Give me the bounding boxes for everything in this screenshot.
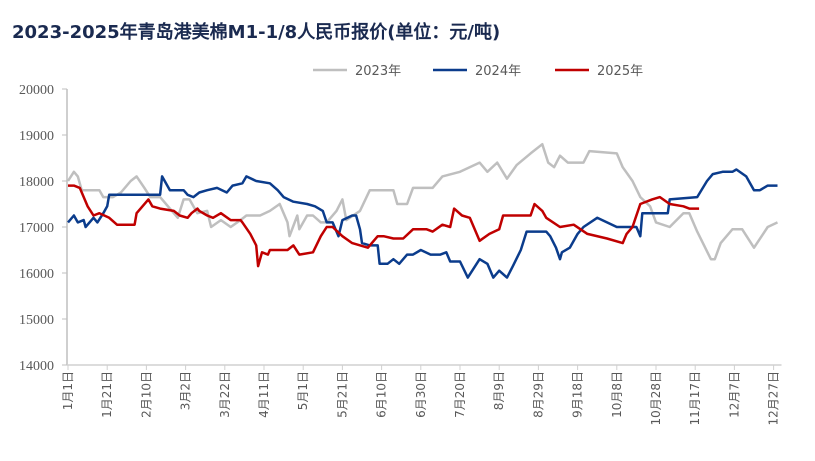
x-tick-label: 12月7日 [727,371,741,418]
series-line-2023 [66,142,779,261]
x-tick-label: 5月21日 [335,371,349,418]
x-tick-label: 9月18日 [571,371,585,418]
x-tick-label: 8月29日 [531,371,545,418]
x-tick-label: 3月2日 [179,371,193,410]
x-tick-label: 10月8日 [610,371,624,418]
y-tick-label: 14000 [19,359,54,374]
y-tick-label: 15000 [19,313,54,328]
x-tick-label: 5月1日 [296,371,310,410]
x-tick-label: 7月20日 [453,371,467,418]
x-tick-label: 6月10日 [375,371,389,418]
x-tick-label: 2月10日 [139,371,153,418]
y-tick-label: 17000 [19,221,54,236]
x-tick-label: 12月27日 [767,371,781,426]
x-tick-label: 8月9日 [492,371,506,410]
x-tick-label: 10月28日 [649,371,663,426]
legend-label-2024: 2024年 [475,64,521,79]
series-lines [66,142,779,279]
y-tick-label: 19000 [19,129,54,144]
chart-title: 2023-2025年青岛港美棉M1-1/8人民币报价(单位：元/吨) [12,22,501,43]
x-tick-label: 11月17日 [688,371,702,426]
axes: 14000 15000 16000 17000 18000 19000 20000 1月1日 1… [19,83,782,426]
y-tick-label: 20000 [19,83,54,98]
series-line-2024 [67,168,778,279]
series-line-2025 [68,184,700,268]
x-tick-label: 6月30日 [414,371,428,418]
x-tick-label: 1月21日 [100,371,114,418]
legend: 2023年 2024年 2025年 [313,64,643,79]
x-tick-label: 4月11日 [257,371,271,418]
x-tick-label: 1月1日 [61,371,75,410]
legend-label-2023: 2023年 [355,64,401,79]
x-tick-label: 3月22日 [218,371,232,418]
y-tick-label: 16000 [19,267,54,282]
y-tick-label: 18000 [19,175,54,190]
legend-label-2025: 2025年 [597,64,643,79]
